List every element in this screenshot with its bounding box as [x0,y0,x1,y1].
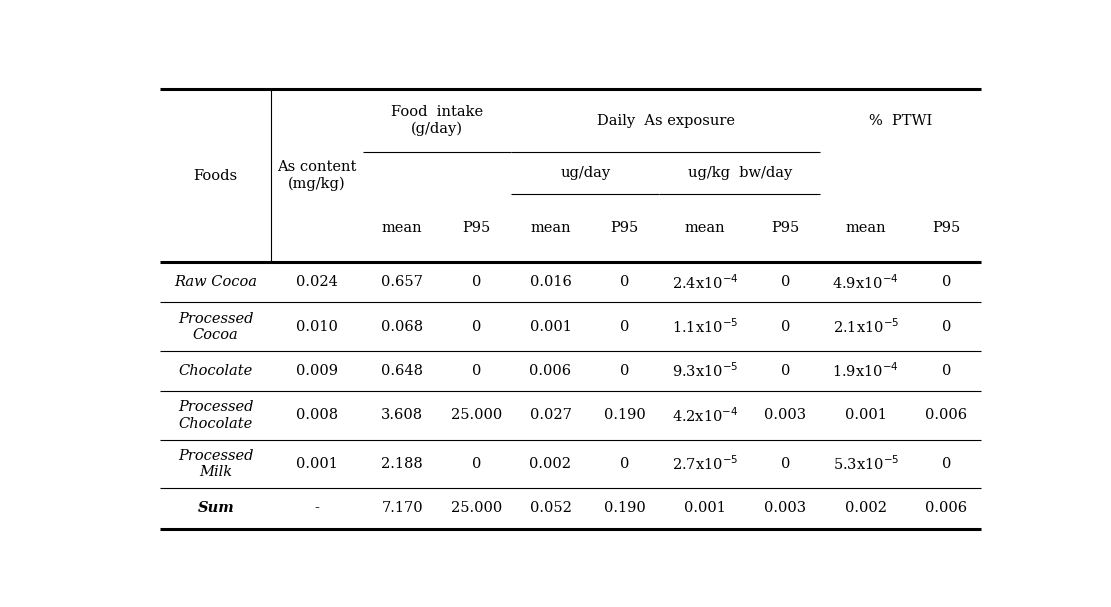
Text: 0.016: 0.016 [530,275,571,290]
Text: 9.3x10$^{-5}$: 9.3x10$^{-5}$ [672,362,739,381]
Text: P95: P95 [610,221,639,236]
Text: 0.068: 0.068 [381,320,423,334]
Text: 0.003: 0.003 [764,501,807,515]
Text: 0: 0 [620,457,629,471]
Text: Food  intake
(g/day): Food intake (g/day) [391,106,483,136]
Text: 2.1x10$^{-5}$: 2.1x10$^{-5}$ [832,317,899,336]
Text: mean: mean [845,221,887,236]
Text: 3.608: 3.608 [381,409,423,422]
Text: 4.2x10$^{-4}$: 4.2x10$^{-4}$ [672,406,738,425]
Text: P95: P95 [932,221,960,236]
Text: 0: 0 [471,275,481,290]
Text: 0: 0 [942,275,951,290]
Text: 2.7x10$^{-5}$: 2.7x10$^{-5}$ [672,455,739,473]
Text: 0.003: 0.003 [764,409,807,422]
Text: ug/day: ug/day [560,166,610,180]
Text: 2.188: 2.188 [381,457,423,471]
Text: 0: 0 [471,457,481,471]
Text: 0: 0 [781,275,790,290]
Text: Daily  As exposure: Daily As exposure [597,114,734,127]
Text: 0.657: 0.657 [381,275,423,290]
Text: Processed
Cocoa: Processed Cocoa [178,311,253,342]
Text: 0.190: 0.190 [603,501,645,515]
Text: 5.3x10$^{-5}$: 5.3x10$^{-5}$ [832,455,899,473]
Text: 0.002: 0.002 [530,457,571,471]
Text: 0.001: 0.001 [296,457,338,471]
Text: 0: 0 [620,364,629,378]
Text: %  PTWI: % PTWI [869,114,932,127]
Text: 0.010: 0.010 [296,320,338,334]
Text: 4.9x10$^{-4}$: 4.9x10$^{-4}$ [832,273,899,291]
Text: mean: mean [382,221,422,236]
Text: 0: 0 [942,320,951,334]
Text: Chocolate: Chocolate [179,364,253,378]
Text: Processed
Chocolate: Processed Chocolate [178,401,253,430]
Text: -: - [314,501,319,515]
Text: 7.170: 7.170 [381,501,423,515]
Text: 0.052: 0.052 [530,501,571,515]
Text: 1.9x10$^{-4}$: 1.9x10$^{-4}$ [832,362,899,381]
Text: Raw Cocoa: Raw Cocoa [174,275,258,290]
Text: 0.190: 0.190 [603,409,645,422]
Text: As content
(mg/kg): As content (mg/kg) [278,160,357,191]
Text: Processed
Milk: Processed Milk [178,449,253,479]
Text: Foods: Foods [193,169,238,183]
Text: 0.001: 0.001 [845,409,887,422]
Text: 0.008: 0.008 [296,409,338,422]
Text: Sum: Sum [198,501,234,515]
Text: 0: 0 [781,457,790,471]
Text: 25.000: 25.000 [451,409,502,422]
Text: 0: 0 [781,364,790,378]
Text: 0.027: 0.027 [530,409,571,422]
Text: 0.001: 0.001 [530,320,571,334]
Text: 0.648: 0.648 [381,364,423,378]
Text: ug/kg  bw/day: ug/kg bw/day [688,166,792,180]
Text: mean: mean [684,221,725,236]
Text: mean: mean [530,221,571,236]
Text: 0.001: 0.001 [684,501,725,515]
Text: 1.1x10$^{-5}$: 1.1x10$^{-5}$ [672,317,739,336]
Text: 0.006: 0.006 [925,501,968,515]
Text: 0.006: 0.006 [530,364,571,378]
Text: 0: 0 [471,364,481,378]
Text: 0: 0 [620,275,629,290]
Text: 0.002: 0.002 [844,501,887,515]
Text: 0.009: 0.009 [296,364,338,378]
Text: 0: 0 [620,320,629,334]
Text: 0: 0 [471,320,481,334]
Text: 0: 0 [942,457,951,471]
Text: 2.4x10$^{-4}$: 2.4x10$^{-4}$ [672,273,739,291]
Text: 0.006: 0.006 [925,409,968,422]
Text: P95: P95 [771,221,800,236]
Text: 0: 0 [942,364,951,378]
Text: 0: 0 [781,320,790,334]
Text: P95: P95 [462,221,490,236]
Text: 25.000: 25.000 [451,501,502,515]
Text: 0.024: 0.024 [296,275,338,290]
